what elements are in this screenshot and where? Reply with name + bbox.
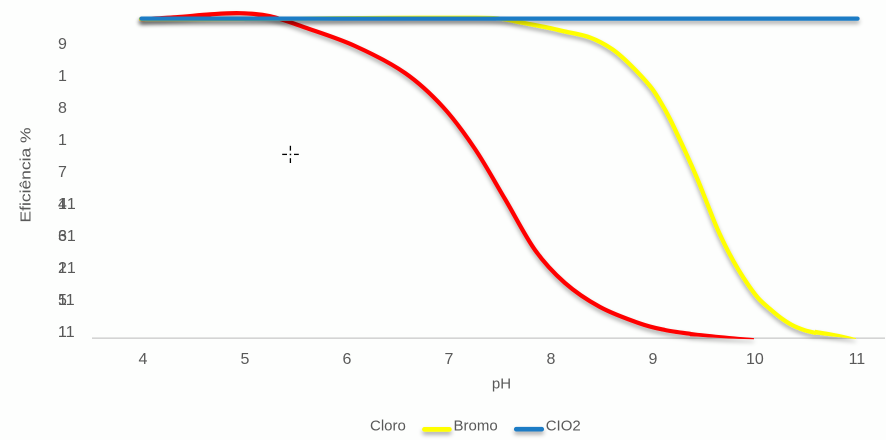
svg-text:1: 1 (58, 132, 67, 149)
svg-text:5: 5 (240, 351, 249, 368)
svg-text:pH: pH (492, 376, 511, 393)
svg-text:11: 11 (58, 324, 75, 341)
svg-text:CIO2: CIO2 (546, 418, 581, 435)
svg-text:1: 1 (58, 324, 67, 341)
svg-text:1: 1 (58, 196, 67, 213)
svg-text:9: 9 (58, 36, 67, 53)
svg-text:7: 7 (58, 164, 67, 181)
svg-text:31: 31 (58, 228, 76, 245)
svg-text:8: 8 (58, 100, 67, 117)
svg-text:21: 21 (58, 260, 76, 277)
svg-text:Cloro: Cloro (370, 418, 406, 435)
svg-text:Bromo: Bromo (454, 418, 498, 435)
svg-text:8: 8 (546, 351, 555, 368)
svg-text:11: 11 (58, 292, 75, 309)
svg-text:5: 5 (58, 292, 67, 309)
svg-text:Eficiência %: Eficiência % (18, 128, 35, 223)
svg-text:11: 11 (849, 351, 866, 368)
svg-text:10: 10 (746, 351, 764, 368)
svg-text:6: 6 (342, 351, 351, 368)
svg-text:1: 1 (58, 260, 67, 277)
svg-text:4: 4 (138, 351, 147, 368)
svg-text:6: 6 (58, 228, 67, 245)
svg-text:41: 41 (58, 196, 76, 213)
svg-text:9: 9 (648, 351, 657, 368)
svg-text:7: 7 (444, 351, 453, 368)
svg-text:1: 1 (58, 68, 67, 85)
